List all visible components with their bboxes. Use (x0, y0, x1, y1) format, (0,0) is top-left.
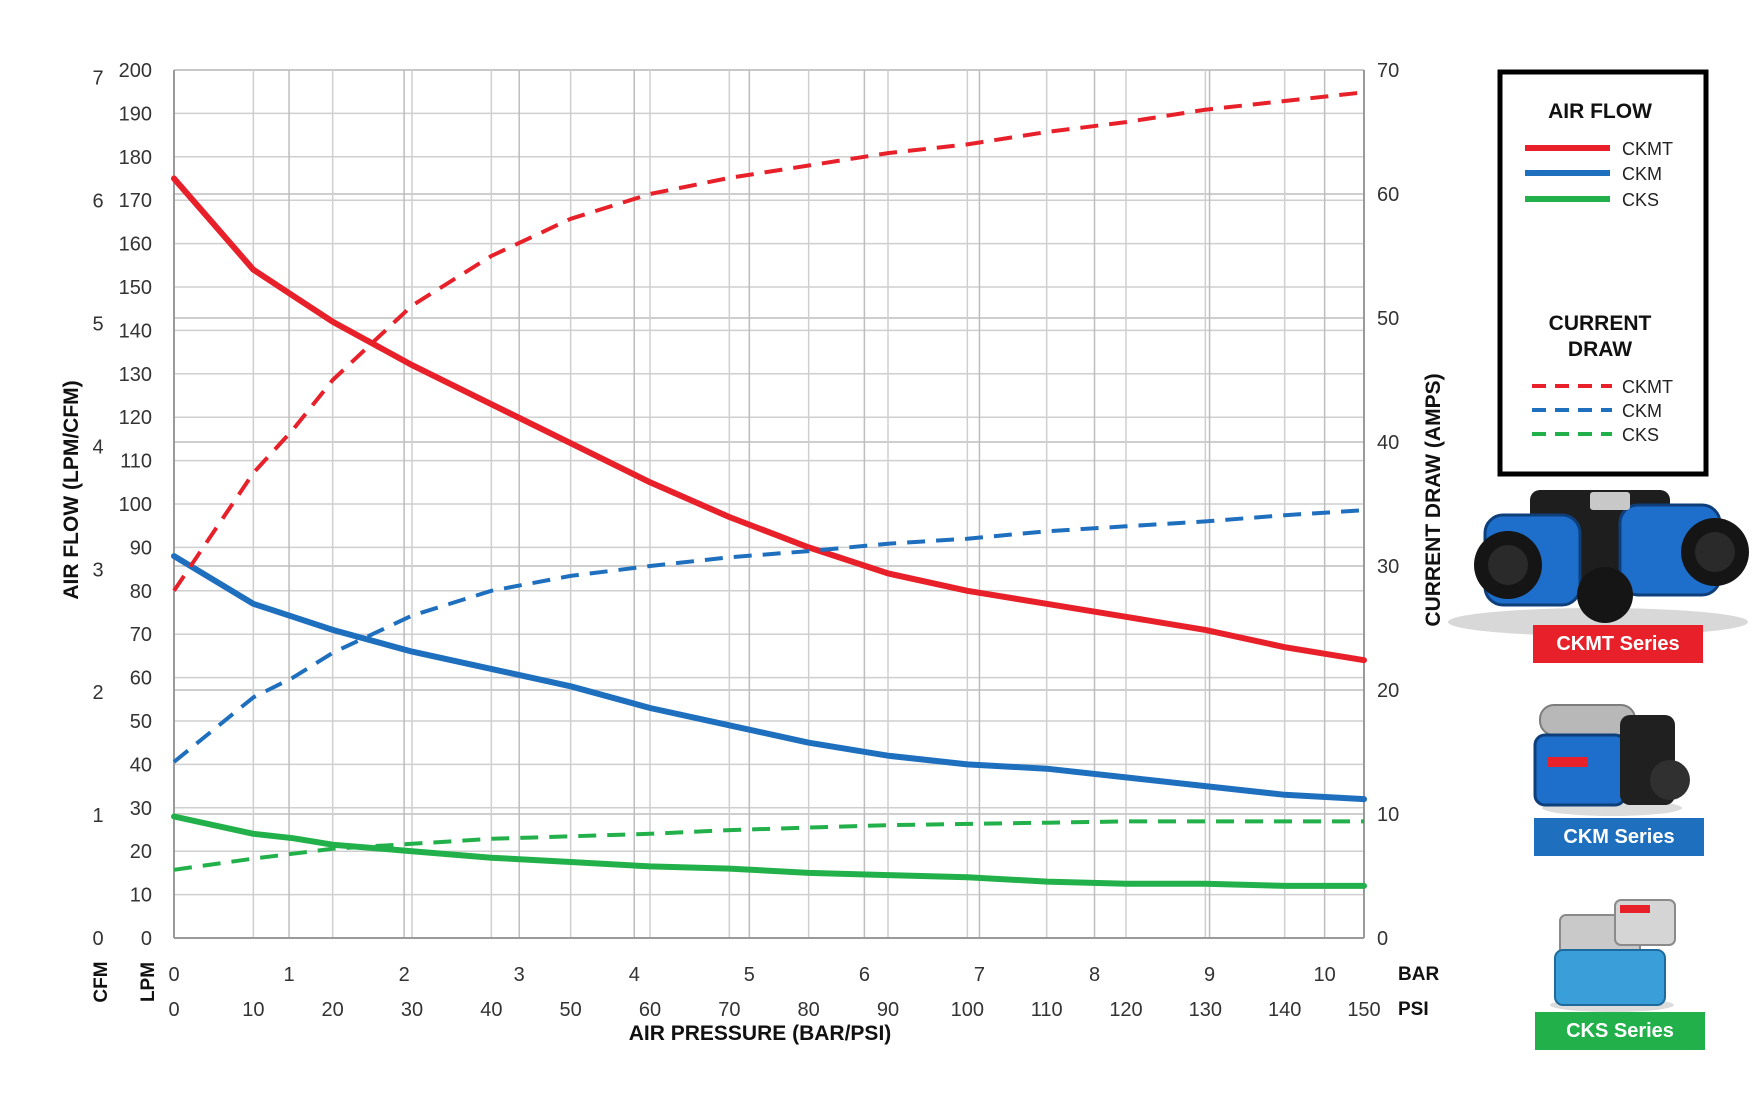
x-tick-bar: 7 (974, 964, 985, 986)
y-tick-cfm: 3 (92, 559, 103, 581)
x-tick-psi: 20 (322, 999, 344, 1021)
y-unit-cfm: CFM (91, 961, 112, 1002)
x-tick-psi: 90 (877, 999, 899, 1021)
legend-current-cks-label: CKS (1622, 425, 1659, 445)
x-unit-psi: PSI (1398, 999, 1429, 1020)
y-tick-cfm: 2 (92, 682, 103, 704)
ckmt-series-badge: CKMT Series (1533, 625, 1703, 663)
series-airflow-cks-line (171, 813, 1367, 889)
x-tick-psi: 60 (639, 999, 661, 1021)
y-tick-amps: 70 (1377, 60, 1399, 82)
x-tick-bar: 10 (1314, 964, 1336, 986)
y-tick-lpm: 160 (119, 234, 152, 256)
legend-current-ckmt-label: CKMT (1622, 377, 1673, 397)
y-axis-right-title: CURRENT DRAW (AMPS) (1422, 373, 1445, 626)
x-tick-psi: 100 (951, 999, 984, 1021)
y-tick-lpm: 140 (119, 320, 152, 342)
y-tick-lpm: 40 (130, 754, 152, 776)
x-tick-psi: 70 (718, 999, 740, 1021)
y-tick-lpm: 20 (130, 841, 152, 863)
series-current-cks-line (173, 819, 1364, 872)
x-unit-bar: BAR (1398, 964, 1439, 985)
series-airflow-ckm-line (171, 553, 1367, 803)
axes (173, 70, 1365, 939)
y-tick-lpm: 120 (119, 407, 152, 429)
y-tick-cfm: 0 (92, 928, 103, 950)
ckm-series-badge: CKM Series (1534, 818, 1704, 856)
x-tick-psi: 10 (242, 999, 264, 1021)
y-tick-lpm: 200 (119, 60, 152, 82)
x-tick-psi: 130 (1189, 999, 1222, 1021)
legend-airflow-ckmt-label: CKMT (1622, 139, 1673, 159)
x-tick-bar: 0 (168, 964, 179, 986)
y-tick-cfm: 5 (92, 314, 103, 336)
y-tick-amps: 0 (1377, 928, 1388, 950)
legend-air-flow-title: AIR FLOW (1548, 100, 1652, 123)
y-tick-amps: 40 (1377, 432, 1399, 454)
y-tick-lpm: 0 (141, 928, 152, 950)
x-tick-bar: 2 (399, 964, 410, 986)
y-tick-amps: 20 (1377, 680, 1399, 702)
cks-series-badge: CKS Series (1535, 1012, 1705, 1050)
legend-current-ckm-label: CKM (1622, 401, 1662, 421)
x-axis-title: AIR PRESSURE (BAR/PSI) (629, 1022, 892, 1045)
series-current-ckmt-line (172, 90, 1365, 592)
legend: AIR FLOW CKMT CKM CKS CURRENT DRAW CKMT … (1497, 69, 1709, 477)
y-tick-lpm: 70 (130, 624, 152, 646)
x-tick-psi: 120 (1109, 999, 1142, 1021)
y-tick-amps: 60 (1377, 184, 1399, 206)
x-tick-psi: 40 (480, 999, 502, 1021)
y-tick-lpm: 100 (119, 494, 152, 516)
x-tick-bar: 4 (629, 964, 640, 986)
legend-current-draw-title-2: DRAW (1568, 338, 1632, 361)
ckm-compressor-image (1533, 704, 1690, 816)
x-tick-psi: 110 (1031, 999, 1063, 1021)
y-tick-cfm: 6 (92, 191, 103, 213)
y-tick-amps: 50 (1377, 308, 1399, 330)
y-tick-amps: 10 (1377, 804, 1399, 826)
x-tick-bar: 5 (744, 964, 755, 986)
x-tick-psi: 0 (168, 999, 179, 1021)
x-tick-bar: 8 (1089, 964, 1100, 986)
x-tick-bar: 6 (859, 964, 870, 986)
x-tick-psi: 80 (798, 999, 820, 1021)
x-tick-bar: 9 (1204, 964, 1215, 986)
tick-labels: 0102030405060708090100110120130140150160… (92, 60, 1399, 1021)
y-tick-lpm: 170 (119, 190, 152, 212)
y-tick-lpm: 130 (119, 364, 152, 386)
series-airflow-ckmt-line (171, 175, 1367, 664)
series-current-ckm-line (172, 508, 1365, 764)
y-tick-cfm: 4 (92, 436, 103, 458)
legend-airflow-cks-label: CKS (1622, 190, 1659, 210)
legend-box (1497, 69, 1709, 477)
y-tick-lpm: 180 (119, 147, 152, 169)
y-tick-lpm: 10 (130, 885, 152, 907)
x-tick-bar: 3 (514, 964, 525, 986)
y-tick-lpm: 190 (119, 103, 152, 125)
y-tick-cfm: 1 (92, 805, 103, 827)
y-tick-lpm: 30 (130, 798, 152, 820)
y-tick-lpm: 50 (130, 711, 152, 733)
x-tick-psi: 50 (560, 999, 582, 1021)
y-axis-left-title: AIR FLOW (LPM/CFM) (60, 380, 83, 599)
x-tick-psi: 150 (1347, 999, 1380, 1021)
ckmt-compressor-image (1448, 490, 1749, 636)
x-tick-psi: 140 (1268, 999, 1301, 1021)
y-tick-cfm: 7 (92, 68, 103, 90)
x-tick-bar: 1 (284, 964, 295, 986)
grid (173, 69, 1365, 939)
legend-current-draw-title-1: CURRENT (1549, 312, 1652, 335)
y-tick-amps: 30 (1377, 556, 1399, 578)
legend-airflow-ckm-label: CKM (1622, 164, 1662, 184)
y-tick-lpm: 150 (119, 277, 152, 299)
y-tick-lpm: 90 (130, 537, 152, 559)
y-tick-lpm: 80 (130, 581, 152, 603)
y-unit-lpm: LPM (138, 962, 159, 1002)
y-tick-lpm: 110 (120, 451, 152, 473)
cks-compressor-image (1550, 899, 1676, 1012)
y-tick-lpm: 60 (130, 668, 152, 690)
x-tick-psi: 30 (401, 999, 423, 1021)
series-layer (171, 90, 1367, 889)
